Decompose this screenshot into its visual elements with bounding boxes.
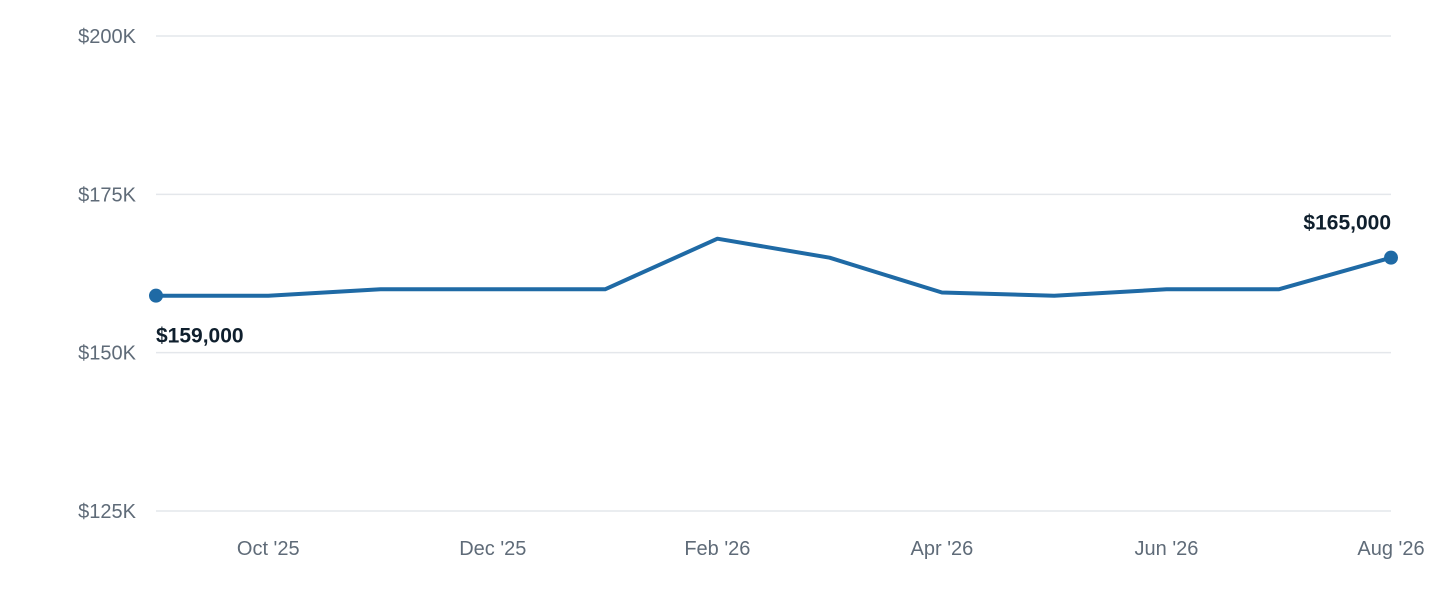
data-label: $159,000 <box>156 325 244 348</box>
x-tick-label: Oct '25 <box>237 538 300 560</box>
x-tick-label: Apr '26 <box>911 538 974 560</box>
x-tick-label: Aug '26 <box>1357 538 1424 560</box>
x-axis: Oct '25 Dec '25 Feb '26 Apr '26 Jun '26 Aug '… <box>237 538 1425 560</box>
data-point-marker <box>149 288 163 303</box>
series-line <box>154 236 1393 298</box>
y-tick-label: $175K <box>78 184 136 206</box>
x-tick-label: Jun '26 <box>1135 538 1199 560</box>
y-tick-label: $125K <box>78 501 136 523</box>
series-layer <box>154 236 1393 298</box>
x-tick-label: Feb '26 <box>684 538 750 560</box>
data-label: $165,000 <box>1303 212 1391 235</box>
data-point-marker <box>1384 250 1398 265</box>
y-tick-label: $200K <box>78 26 136 48</box>
grid-layer <box>156 35 1391 512</box>
x-tick-label: Dec '25 <box>459 538 526 560</box>
annotation-layer: $159,000 $165,000 <box>149 212 1398 348</box>
y-tick-label: $150K <box>78 343 136 365</box>
y-axis: $125K $150K $175K $200K <box>78 26 136 523</box>
